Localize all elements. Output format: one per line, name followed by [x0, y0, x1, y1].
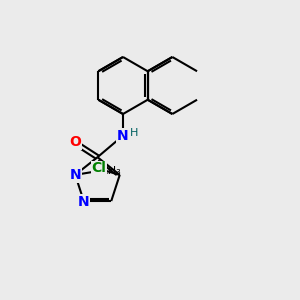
- Text: O: O: [69, 135, 81, 149]
- Text: H: H: [130, 128, 139, 138]
- Text: N: N: [117, 129, 129, 142]
- Text: N: N: [78, 195, 90, 208]
- Text: CH₃: CH₃: [100, 166, 121, 176]
- Text: N: N: [69, 168, 81, 182]
- Text: Cl: Cl: [91, 161, 106, 175]
